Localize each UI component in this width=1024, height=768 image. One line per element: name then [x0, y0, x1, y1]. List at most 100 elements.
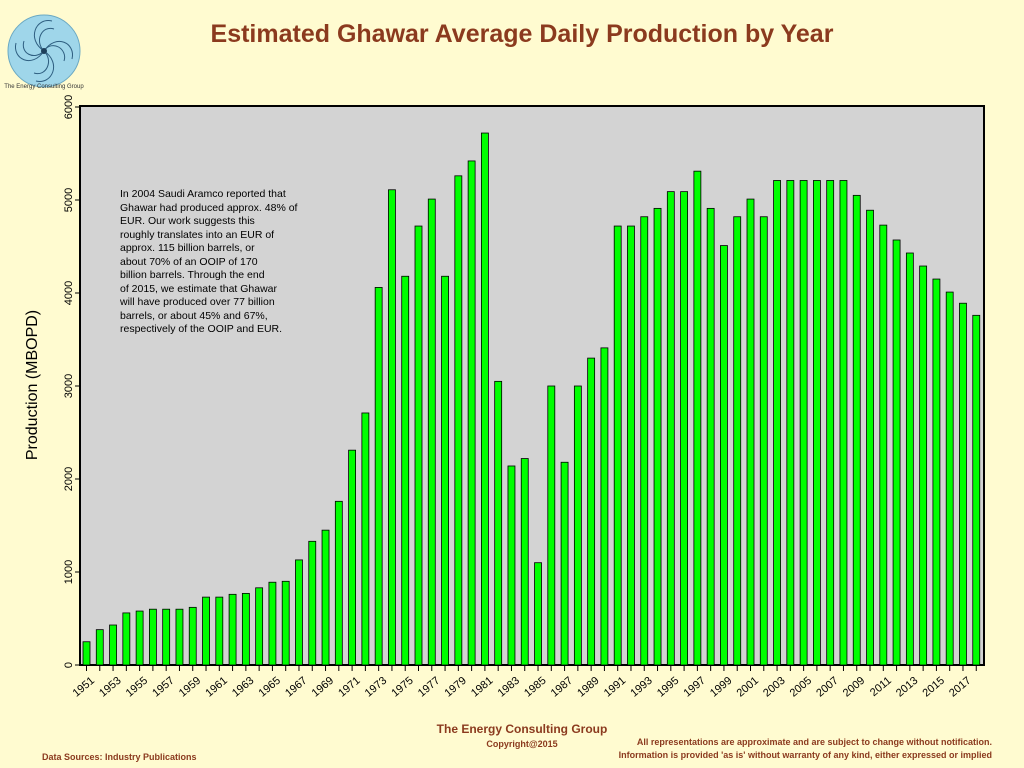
bar-1955 — [135, 610, 144, 666]
bar-2008 — [839, 180, 848, 666]
bar-1970 — [334, 500, 343, 666]
footer-data-sources: Data Sources: Industry Publications — [42, 752, 197, 762]
footer-organization: The Energy Consulting Group — [436, 722, 608, 736]
x-tick-label-1985: 1985 — [522, 675, 548, 700]
x-tick-label-1975: 1975 — [389, 675, 415, 700]
annotation-line: Ghawar had produced approx. 48% of — [120, 201, 298, 214]
bar-1989 — [587, 357, 596, 666]
bar-1959 — [188, 606, 197, 666]
x-tick-label-1959: 1959 — [177, 675, 203, 700]
x-tick-label-1969: 1969 — [310, 675, 336, 700]
bar-1951 — [82, 641, 91, 666]
annotation-line: approx. 115 billion barrels, or — [120, 242, 255, 254]
x-tick-label-2015: 2015 — [921, 675, 947, 700]
bar-1981 — [480, 132, 489, 666]
bar-1967 — [295, 559, 303, 666]
x-tick-label-2011: 2011 — [868, 675, 894, 699]
annotation-line: barrels, or about 45% and 67%, — [120, 309, 268, 322]
x-tick-label-1999: 1999 — [708, 675, 734, 700]
bar-1977 — [427, 198, 436, 666]
bar-1974 — [388, 189, 396, 666]
bar-1966 — [281, 580, 290, 666]
y-axis-label: Production (MBOPD) — [24, 310, 41, 460]
bar-2014 — [919, 265, 928, 666]
x-tick-label-1953: 1953 — [97, 675, 123, 700]
x-tick-label-2007: 2007 — [814, 675, 840, 700]
x-tick-label-1979: 1979 — [442, 675, 468, 700]
bar-2006 — [813, 180, 821, 666]
x-tick-label-1995: 1995 — [655, 675, 681, 700]
x-tick-label-1983: 1983 — [496, 675, 522, 700]
bar-1999 — [720, 245, 728, 666]
bar-1982 — [494, 380, 503, 666]
footer-copyright: Copyright@2015 — [486, 739, 558, 749]
annotation-line: about 70% of an OOIP of 170 — [120, 255, 258, 268]
bar-2013 — [905, 252, 914, 666]
x-tick-label-2001: 2001 — [735, 675, 761, 700]
bar-1990 — [600, 347, 609, 666]
bar-1962 — [228, 593, 237, 666]
bar-2015 — [932, 278, 941, 666]
bar-1995 — [666, 191, 675, 666]
bar-1996 — [680, 191, 688, 666]
x-tick-label-2013: 2013 — [894, 675, 920, 700]
bar-2010 — [866, 209, 874, 666]
bar-2016 — [945, 291, 954, 666]
bar-1956 — [148, 608, 157, 666]
bar-2004 — [786, 180, 795, 666]
bar-2003 — [773, 180, 781, 666]
bar-1964 — [255, 587, 264, 666]
bar-2009 — [852, 194, 861, 666]
bar-2012 — [892, 239, 901, 666]
y-tick-label-6000: 6000 — [63, 95, 75, 119]
disclaimer-line-1: All representations are approximate and … — [636, 737, 992, 747]
bar-1965 — [268, 581, 277, 666]
annotation-line: In 2004 Saudi Aramco reported that — [120, 188, 286, 200]
bar-1968 — [308, 540, 317, 666]
y-tick-label-4000: 4000 — [63, 281, 75, 305]
bar-1993 — [640, 216, 649, 666]
y-tick-label-3000: 3000 — [63, 374, 75, 398]
bar-1971 — [348, 449, 357, 666]
y-tick-label-2000: 2000 — [63, 467, 75, 491]
bar-1983 — [507, 465, 516, 666]
bar-2011 — [879, 224, 888, 666]
bar-1992 — [627, 225, 635, 666]
bar-1954 — [122, 612, 131, 666]
bar-1976 — [414, 225, 423, 666]
bar-1985 — [534, 562, 542, 666]
x-tick-label-1967: 1967 — [283, 675, 309, 700]
annotation-line: will have produced over 77 billion — [120, 296, 275, 308]
bar-2002 — [759, 216, 768, 666]
bar-1991 — [613, 225, 622, 666]
x-tick-label-1987: 1987 — [549, 675, 575, 700]
bar-2018 — [972, 314, 981, 666]
bar-1972 — [361, 412, 370, 666]
bar-1984 — [520, 458, 529, 666]
bar-2001 — [746, 198, 755, 666]
x-tick-label-2003: 2003 — [761, 675, 787, 700]
bar-1963 — [241, 592, 250, 666]
annotation-line: roughly translates into an EUR of — [120, 228, 275, 241]
logo-caption: The Energy Consulting Group — [4, 84, 84, 90]
bar-1988 — [573, 385, 582, 666]
bar-1958 — [175, 608, 184, 666]
bar-1980 — [467, 160, 476, 666]
bar-1997 — [693, 170, 702, 666]
x-tick-label-1989: 1989 — [575, 675, 601, 700]
x-tick-label-1963: 1963 — [230, 675, 256, 700]
annotation-line: billion barrels. Through the end — [120, 269, 265, 281]
x-tick-label-2017: 2017 — [947, 675, 973, 700]
x-tick-label-1977: 1977 — [416, 675, 442, 700]
x-tick-label-1961: 1961 — [203, 675, 229, 700]
bar-1952 — [95, 629, 104, 666]
bar-2005 — [799, 180, 808, 666]
bar-2000 — [733, 216, 742, 666]
company-logo — [7, 14, 81, 88]
annotation-line: of 2015, we estimate that Ghawar — [120, 282, 278, 295]
bar-2007 — [826, 180, 835, 666]
bar-1960 — [202, 596, 210, 666]
bar-1978 — [441, 275, 449, 666]
y-tick-label-1000: 1000 — [63, 560, 75, 584]
